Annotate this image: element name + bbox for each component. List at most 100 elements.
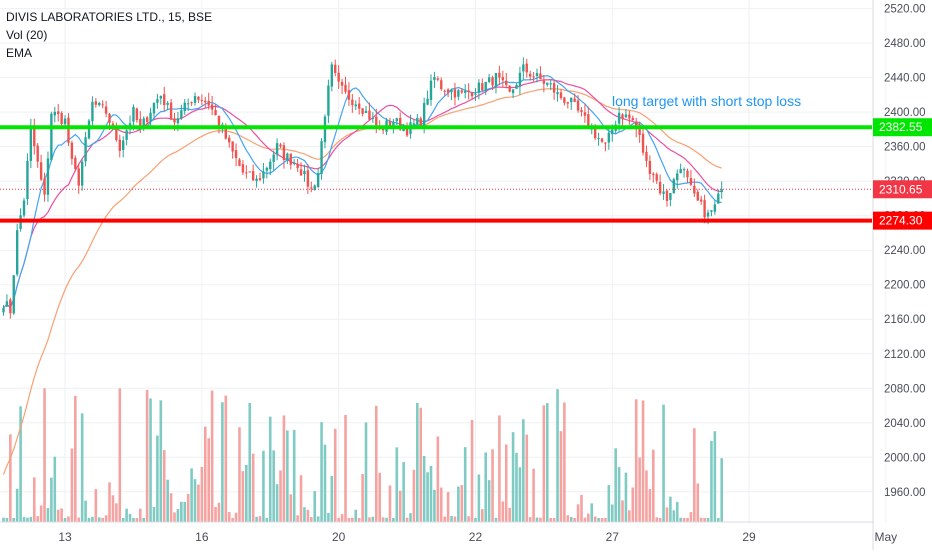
candle-body [446,89,450,93]
candle [542,74,546,93]
volume-bar [508,507,511,522]
candle-body [638,128,641,135]
candle [180,104,183,120]
candle-body [217,115,221,127]
candle-body [67,117,70,143]
volume-bar [593,516,597,522]
price-tick-label: 2120.00 [884,349,926,361]
candle-body [251,171,255,181]
ma-fast-line [3,75,722,309]
volume-bar [135,517,139,522]
price-tick-label: 2240.00 [884,245,926,257]
candle-body [149,112,152,122]
red-level-tag-label: 2274.30 [879,214,923,228]
candle [313,184,316,191]
volume-bar [238,427,241,522]
candle [262,162,265,184]
candle-body [713,204,717,212]
candle [405,122,409,138]
candle-body [163,94,166,106]
candle [686,168,689,183]
candle-body [436,78,440,80]
candle [628,110,631,125]
candle [511,89,515,99]
volume-bar [115,503,118,522]
volume-bar [675,502,679,522]
candle-body [46,158,50,195]
candle-body [87,120,91,139]
candle [2,305,5,316]
volume-bar [583,517,587,522]
volume-bar [388,485,392,522]
candle-body [433,76,436,80]
time-tick-label: 27 [606,530,620,544]
candle-body [508,85,511,92]
candle [128,115,132,135]
volume-bar [15,488,19,522]
volume-bar [94,489,98,522]
volume-bar [354,509,358,522]
volume-bar [610,504,614,522]
candle-body [717,193,720,204]
candle [125,129,128,146]
candle-body [658,181,662,194]
volume-bar [412,469,416,522]
candle [597,132,600,146]
volume-bar [77,517,81,522]
candle-body [669,193,672,200]
candle-body [132,106,135,122]
candle-body [566,102,569,104]
volume-bar [251,453,255,522]
candle [210,95,214,116]
price-tick-label: 2000.00 [884,452,926,464]
volume-bar [474,517,477,522]
candle [689,169,693,187]
volume-bar [67,516,70,522]
candle-body [450,89,453,93]
candle-body [337,72,340,82]
volume-bar [97,517,101,522]
volume-bar [699,517,703,522]
volume-bar [50,477,53,522]
volume-bars [2,388,723,522]
volume-bar [39,505,43,522]
volume-bar [511,432,515,522]
candle-body [173,118,176,123]
volume-bar [679,517,682,522]
candle-body [258,178,262,180]
volume-bar [573,517,576,522]
volume-bar [128,513,132,522]
candle [662,183,665,200]
volume-bar [385,517,388,522]
volume-bar [323,444,327,522]
volume-bar [491,449,494,522]
ema-slow-path [2,87,722,475]
candle-body [354,104,357,107]
candle-body [371,117,375,119]
green-level-tag-label: 2382.55 [879,120,923,134]
candle [682,167,686,178]
volume-bar [43,388,46,522]
candle-body [234,150,238,158]
time-axis: 131620222729May607:00 [0,521,897,544]
candle-body [467,90,470,93]
volume-bar [245,464,248,522]
volume-bar [504,444,508,522]
candle [299,162,303,176]
candle [464,84,467,99]
candle-body [9,299,12,314]
volume-bar [532,468,535,522]
price-tick-label: 2040.00 [884,418,926,430]
candle-body [361,108,364,114]
candle [426,90,429,106]
candle-body [693,185,696,194]
candle-body [641,133,645,153]
candle [122,136,125,158]
candle [546,82,549,87]
volume-bar [125,508,128,522]
volume-bar [87,517,91,522]
candle-body [180,110,183,119]
candle [361,108,364,117]
